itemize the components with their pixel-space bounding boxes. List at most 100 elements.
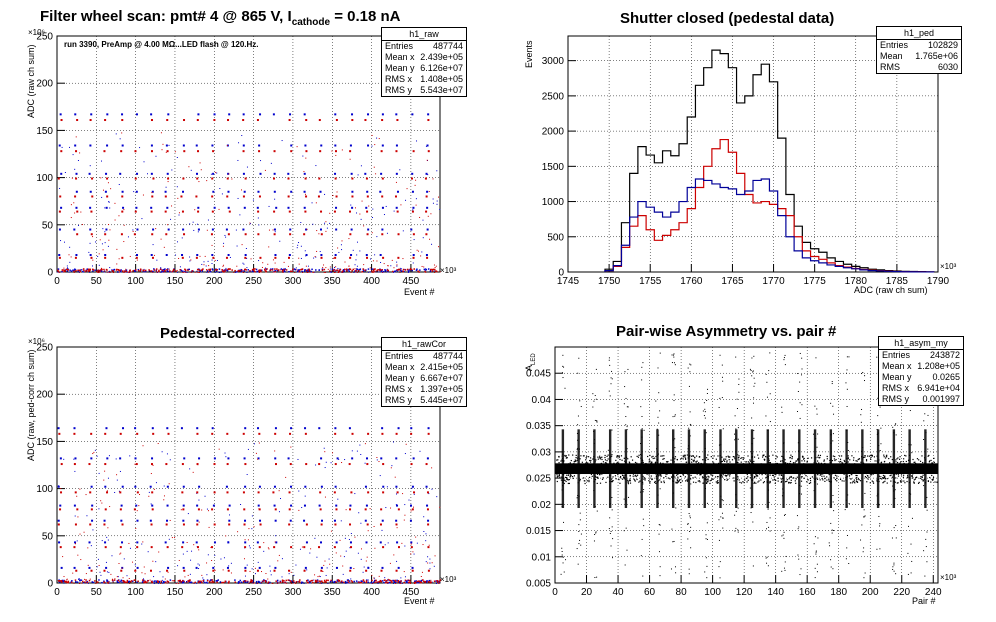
raw-point: [265, 267, 267, 269]
cor-x-exponent: ×10³: [440, 575, 457, 584]
raw-point: [222, 265, 224, 267]
ped-stats-label: Mean: [880, 51, 903, 61]
raw-point: [63, 269, 66, 272]
raw-point: [364, 269, 366, 271]
asym-point: [933, 457, 935, 459]
raw-point: [356, 254, 358, 256]
asym-point: [583, 480, 585, 482]
raw-point: [119, 138, 121, 140]
asym-point: [737, 529, 739, 531]
asym-point: [934, 468, 936, 470]
raw-point: [287, 195, 290, 198]
asym-point: [594, 439, 596, 441]
asym-point: [824, 480, 826, 483]
asym-point: [639, 480, 641, 482]
asym-point: [768, 459, 770, 461]
cor-point: [239, 579, 242, 582]
asym-point: [642, 518, 644, 520]
asym-point: [707, 464, 709, 466]
asym-point: [672, 492, 674, 494]
asym-point: [846, 388, 848, 390]
cor-point: [123, 558, 125, 560]
raw-point: [75, 206, 78, 209]
asym-point: [918, 481, 920, 484]
asym-point: [618, 465, 620, 467]
asym-point: [657, 367, 659, 369]
raw-point: [399, 267, 401, 269]
asym-point: [818, 464, 821, 466]
raw-point: [92, 270, 94, 272]
asym-point: [775, 462, 777, 465]
raw-point: [63, 267, 65, 269]
cor-point: [92, 529, 94, 531]
asym-point: [863, 509, 865, 511]
raw-point: [64, 269, 67, 271]
raw-point: [381, 113, 384, 116]
cor-point: [101, 581, 103, 584]
asym-point: [577, 424, 579, 426]
cor-point: [433, 565, 435, 567]
plot-ped: 1745 1750 1755 1760 1765 1770 1775 1780 1785 1790…: [542, 35, 950, 287]
asym-point: [687, 523, 689, 525]
raw-point: [106, 195, 109, 198]
asym-point: [584, 469, 586, 472]
asym-point: [616, 455, 618, 457]
cor-point: [242, 580, 245, 583]
cor-point: [167, 566, 170, 569]
cor-point: [135, 527, 137, 529]
raw-point: [349, 233, 352, 236]
raw-point: [70, 217, 72, 219]
asym-point: [639, 491, 641, 493]
asym-point: [695, 481, 697, 484]
raw-point: [354, 270, 356, 272]
asym-point: [566, 474, 568, 476]
asym-point: [890, 474, 892, 476]
cor-point: [274, 508, 277, 511]
cor-point: [340, 555, 342, 557]
asym-point: [627, 458, 629, 460]
raw-point: [249, 222, 251, 224]
asym-point: [753, 430, 755, 432]
raw-point: [356, 268, 359, 271]
cor-point: [151, 457, 154, 460]
raw-point: [221, 193, 223, 195]
cor-point: [291, 583, 293, 584]
cor-point: [290, 546, 293, 549]
asym-point: [903, 480, 905, 482]
cor-point: [260, 581, 262, 583]
raw-point: [75, 150, 78, 153]
raw-point: [273, 270, 275, 273]
asym-point: [799, 484, 801, 486]
asym-point: [710, 456, 712, 458]
cor-point: [375, 579, 377, 582]
cor-point: [73, 427, 76, 430]
cor-point: [171, 537, 173, 539]
asym-point: [871, 480, 873, 482]
raw-point: [280, 269, 282, 271]
cor-point: [279, 581, 282, 584]
raw-point: [384, 269, 386, 271]
raw-point: [58, 144, 61, 147]
cor-point: [346, 581, 348, 584]
raw-point: [432, 202, 434, 204]
asym-point: [861, 524, 863, 526]
asym-point: [915, 465, 917, 467]
asym-point: [677, 476, 679, 478]
asym-point: [788, 481, 790, 484]
raw-stats-value: 2.439e+05: [420, 52, 463, 62]
asym-point: [618, 463, 620, 465]
asym-point: [689, 423, 691, 425]
asym-point: [743, 464, 746, 466]
raw-point: [152, 177, 155, 180]
asym-point: [567, 482, 569, 485]
cor-point: [243, 457, 246, 460]
raw-point: [77, 159, 79, 161]
raw-point: [59, 195, 62, 198]
raw-point: [163, 268, 165, 271]
raw-point: [338, 271, 340, 273]
raw-point: [257, 217, 259, 219]
asym-point: [830, 566, 832, 568]
asym-point: [592, 406, 594, 408]
asym-point: [604, 454, 606, 457]
asym-point: [750, 463, 752, 466]
